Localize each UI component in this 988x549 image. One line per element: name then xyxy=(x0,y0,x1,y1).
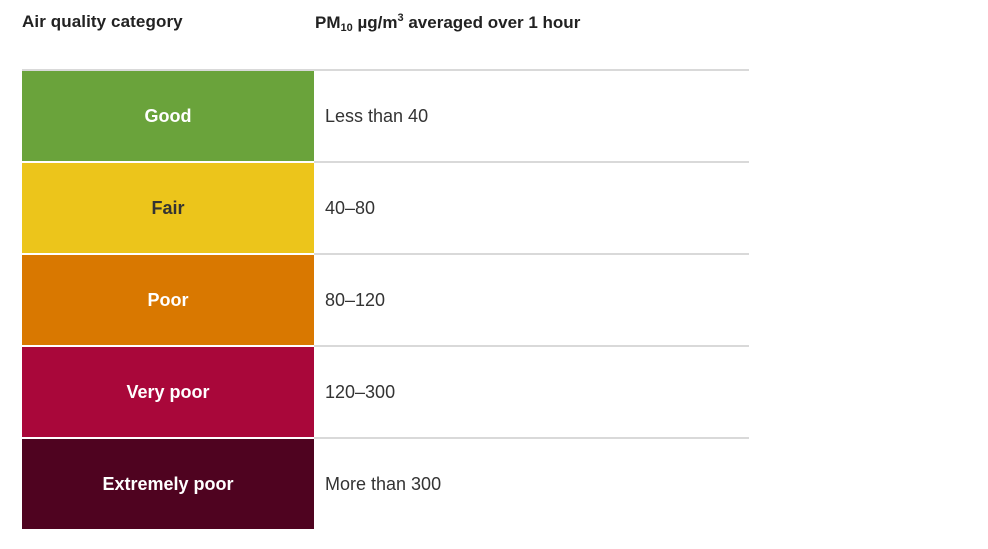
row-divider xyxy=(314,345,749,347)
row-divider xyxy=(314,437,749,439)
category-cell-fair: Fair xyxy=(22,163,314,253)
table-header: Air quality category PM10 µg/m3 averaged… xyxy=(22,12,749,36)
table-row: Good Less than 40 xyxy=(22,71,749,163)
row-divider xyxy=(314,161,749,163)
pm-subscript: 10 xyxy=(340,22,353,34)
table-row: Extremely poor More than 300 xyxy=(22,439,749,531)
pm-suffix: averaged over 1 hour xyxy=(403,13,581,32)
air-quality-table: Good Less than 40 Fair 40–80 Poor 80–120… xyxy=(22,69,749,531)
value-cell: 40–80 xyxy=(325,197,376,218)
value-cell: 80–120 xyxy=(325,289,386,310)
table-top-divider xyxy=(22,69,749,71)
row-divider xyxy=(314,253,749,255)
category-cell-extremely-poor: Extremely poor xyxy=(22,439,314,529)
value-cell: More than 300 xyxy=(325,473,442,494)
pm-unit: µg/m xyxy=(352,13,398,32)
category-cell-very-poor: Very poor xyxy=(22,347,314,437)
pm-superscript: 3 xyxy=(397,12,404,24)
pm-prefix: PM xyxy=(315,13,341,32)
column-header-pm10: PM10 µg/m3 averaged over 1 hour xyxy=(315,12,580,34)
table-row: Very poor 120–300 xyxy=(22,347,749,439)
value-cell: 120–300 xyxy=(325,381,396,402)
table-row: Poor 80–120 xyxy=(22,255,749,347)
value-cell: Less than 40 xyxy=(325,105,429,126)
column-header-category: Air quality category xyxy=(22,12,183,31)
category-cell-good: Good xyxy=(22,71,314,161)
category-cell-poor: Poor xyxy=(22,255,314,345)
table-row: Fair 40–80 xyxy=(22,163,749,255)
